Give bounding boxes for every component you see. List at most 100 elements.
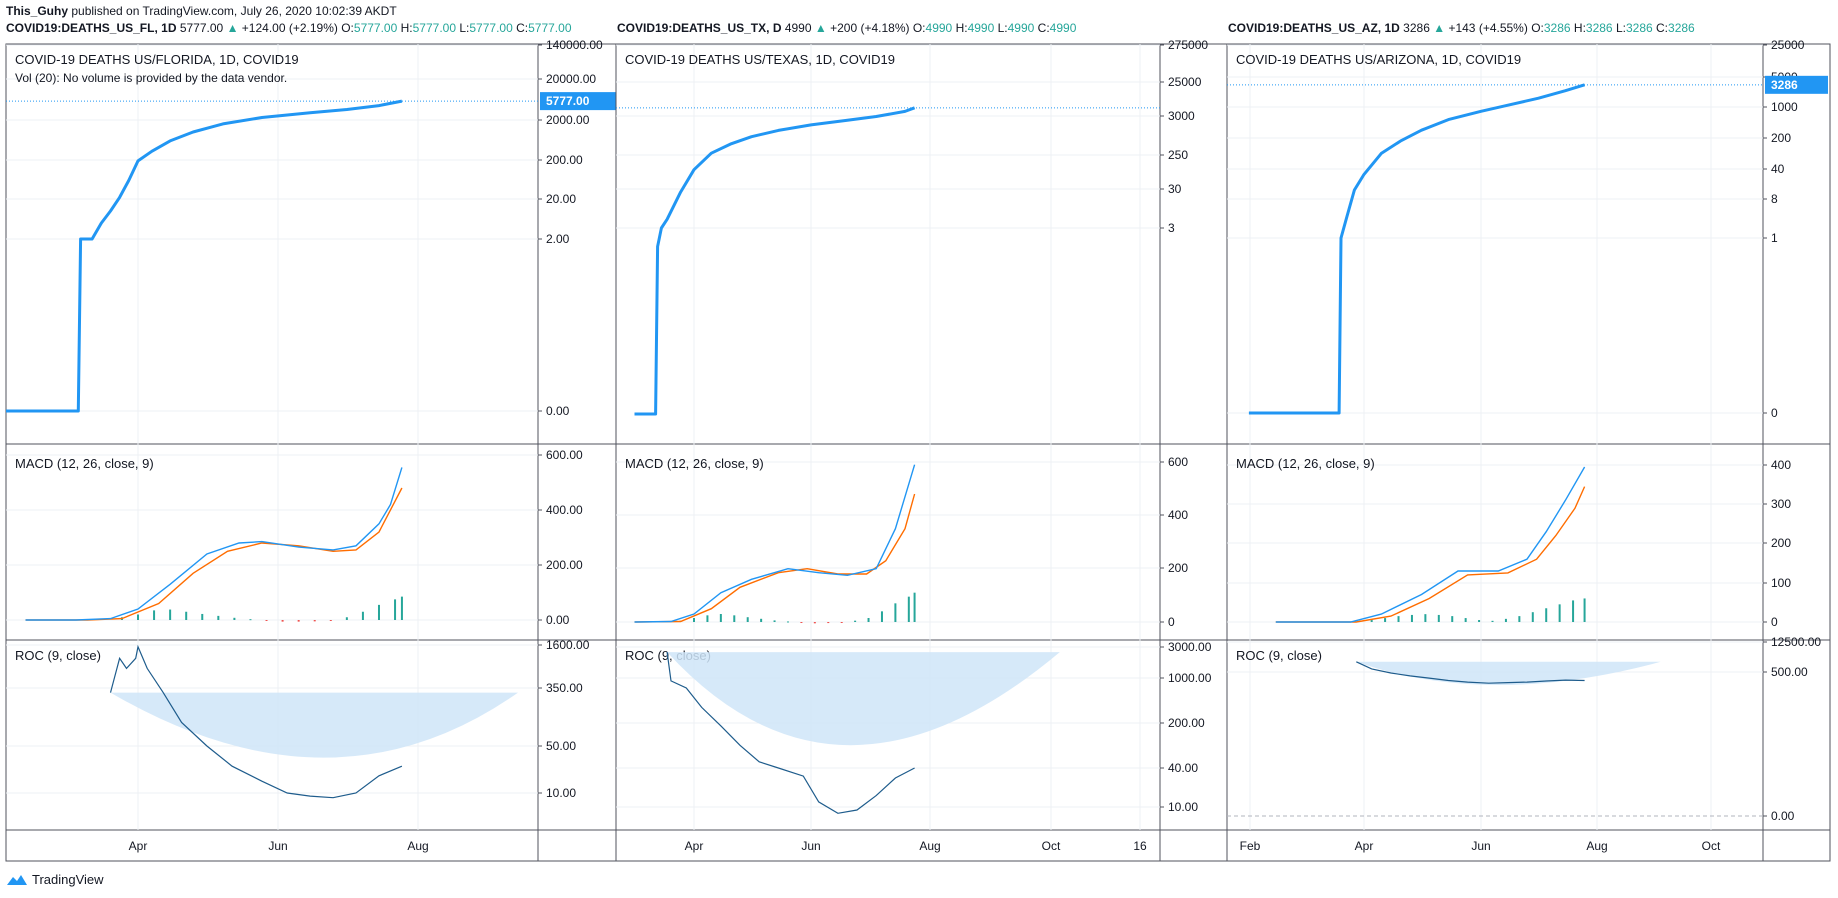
macd-histogram-bar	[1451, 616, 1454, 622]
price-tick-label: 20000.00	[546, 72, 596, 86]
ticker-tx[interactable]: COVID19:DEATHS_US_TX, D 4990 ▲ +200 (+4.…	[617, 21, 1077, 35]
ticker-fl[interactable]: COVID19:DEATHS_US_FL, 1D 5777.00 ▲ +124.…	[6, 21, 572, 35]
roc-line	[1356, 661, 1585, 684]
price-tick-label: 25000	[1168, 75, 1202, 89]
macd-histogram-bar	[800, 622, 803, 623]
price-tick-label: 140000.00	[546, 38, 603, 52]
up-arrow-icon: ▲	[814, 21, 827, 35]
macd-tick-label: 600	[1168, 455, 1188, 469]
price-line	[6, 99, 403, 413]
chart-panel-1: 275000 25000 3000 250 30 3 COVID-19 DEATHS US/…	[615, 38, 1231, 862]
macd-histogram-bar	[1437, 614, 1440, 622]
macd-histogram-bar	[217, 615, 220, 620]
price-tick-label: 2000.00	[546, 113, 590, 127]
price-tick-label: 2.00	[546, 232, 570, 246]
ticker-az[interactable]: COVID19:DEATHS_US_AZ, 1D 3286 ▲ +143 (+4…	[1228, 21, 1695, 35]
macd-histogram-bar	[867, 618, 870, 622]
publisher-info: published on TradingView.com, July 26, 2…	[68, 4, 397, 18]
branding[interactable]: TradingView	[6, 872, 104, 887]
macd-histogram-bar	[1572, 600, 1575, 622]
roc-tick-label: 200.00	[1168, 716, 1205, 730]
ticker-change: +200 (+4.18%)	[830, 21, 910, 35]
macd-histogram-bar	[329, 620, 332, 621]
macd-histogram-bar	[733, 615, 736, 622]
macd-histogram-bar	[854, 620, 857, 622]
x-tick-label: Apr	[129, 839, 148, 853]
macd-histogram-bar	[894, 603, 897, 622]
roc-tick-label: 10.00	[546, 786, 576, 800]
macd-histogram-bar	[233, 617, 236, 620]
price-tick-label: 200.00	[546, 153, 583, 167]
ticker-price: 5777.00	[179, 21, 224, 35]
x-tick-label: Aug	[407, 839, 428, 853]
x-tick-label: Jun	[268, 839, 287, 853]
chart-title: COVID-19 DEATHS US/TEXAS, 1D, COVID19	[625, 52, 895, 67]
price-line	[1248, 83, 1586, 415]
macd-tick-label: 100	[1771, 576, 1791, 590]
macd-histogram-bar	[201, 613, 204, 620]
macd-tick-label: 200	[1771, 536, 1791, 550]
ticker-low: 3286	[1625, 21, 1653, 35]
ticker-low: 5777.00	[469, 21, 513, 35]
macd-histogram-bar	[394, 599, 397, 620]
chart-title: COVID-19 DEATHS US/FLORIDA, 1D, COVID19	[15, 52, 299, 67]
macd-histogram-bar	[1478, 620, 1481, 622]
x-tick-label: Jun	[1471, 839, 1490, 853]
price-tick-label: 200	[1771, 131, 1791, 145]
x-tick-label: Oct	[1702, 839, 1721, 853]
macd-histogram-bar	[1558, 604, 1561, 622]
macd-histogram-bar	[827, 622, 830, 624]
macd-line	[1275, 466, 1586, 623]
price-tick-label: 30	[1168, 182, 1182, 196]
ticker-close: 3286	[1668, 21, 1695, 35]
macd-tick-label: 200.00	[546, 558, 583, 572]
macd-histogram-bar	[1545, 608, 1548, 622]
ticker-high: 3286	[1585, 21, 1613, 35]
roc-projection-area	[110, 692, 518, 758]
macd-tick-label: 0.00	[546, 613, 570, 627]
ticker-open: 3286	[1543, 21, 1571, 35]
ticker-change: +124.00 (+2.19%)	[241, 21, 338, 35]
roc-projection-area	[667, 652, 1060, 746]
macd-histogram-bar	[1384, 618, 1387, 622]
panel-frame	[615, 43, 1231, 862]
roc-tick-label: 50.00	[546, 739, 576, 753]
ticker-change: +143 (+4.55%)	[1448, 21, 1528, 35]
macd-histogram-bar	[786, 621, 789, 623]
price-tick-label: 25000	[1771, 38, 1805, 52]
last-price-label: 5777.00	[546, 94, 590, 108]
macd-histogram-bar	[1491, 620, 1494, 622]
price-tick-label: 3000	[1168, 109, 1195, 123]
last-price-badge	[1765, 75, 1828, 94]
macd-line	[25, 467, 403, 621]
roc-tick-label: 10.00	[1168, 800, 1198, 814]
macd-histogram-bar	[1504, 618, 1507, 622]
macd-histogram-bar	[281, 620, 284, 622]
macd-histogram-bar	[1410, 614, 1413, 622]
ticker-high: 4990	[967, 21, 995, 35]
macd-histogram-bar	[760, 618, 763, 622]
macd-tick-label: 400	[1168, 508, 1188, 522]
macd-signal-line	[1275, 486, 1586, 623]
macd-histogram-bar	[1397, 616, 1400, 622]
ticker-symbol: COVID19:DEATHS_US_FL, 1D	[6, 21, 177, 35]
roc-line	[109, 644, 403, 799]
macd-histogram-bar	[880, 611, 883, 622]
price-tick-label: 8	[1771, 192, 1778, 206]
roc-tick-label: 0.00	[1771, 809, 1795, 823]
branding-label: TradingView	[32, 872, 104, 887]
roc-tick-label: 40.00	[1168, 761, 1198, 775]
ticker-close: 5777.00	[528, 21, 572, 35]
publisher-user[interactable]: This_Guhy	[6, 4, 69, 18]
roc-tick-label: 12500.00	[1771, 635, 1821, 649]
ticker-low: 4990	[1007, 21, 1035, 35]
ticker-price: 3286	[1403, 21, 1430, 35]
chart-panel-0: 140000.00 20000.00 2000.00 200.00 20.00 2.00 0…	[5, 38, 621, 862]
ticker-high: 5777.00	[412, 21, 457, 35]
macd-histogram-bar	[913, 592, 916, 622]
x-tick-label: Apr	[685, 839, 704, 853]
macd-histogram-bar	[185, 611, 188, 620]
macd-label: MACD (12, 26, close, 9)	[15, 456, 154, 471]
macd-tick-label: 0	[1168, 615, 1175, 629]
macd-histogram-bar	[746, 617, 749, 622]
